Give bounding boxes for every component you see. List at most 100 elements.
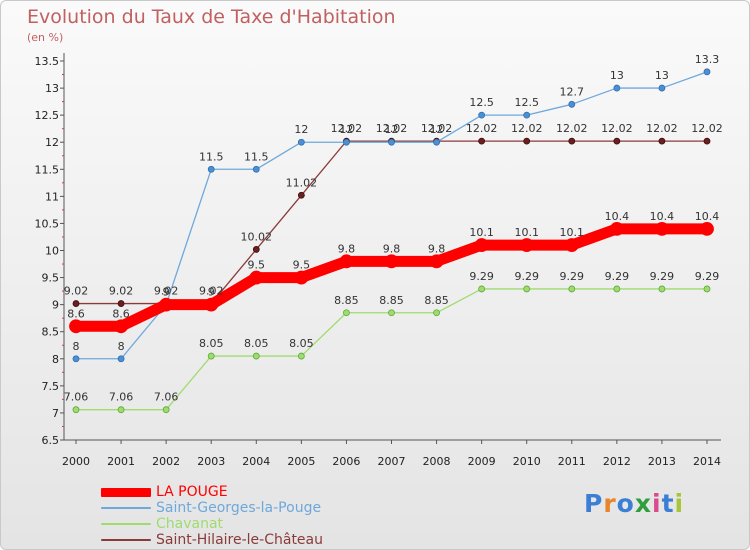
data-point-chavanat (72, 406, 80, 414)
data-label-saint-hilaire-le-chateau: 12.02 (691, 122, 723, 135)
x-tick-label: 2004 (242, 455, 270, 468)
x-tick-label: 2010 (513, 455, 541, 468)
data-point-la-pouge (294, 270, 309, 285)
logo-letter: i (674, 489, 685, 518)
data-point-saint-georges-la-pouge (613, 84, 621, 92)
data-point-chavanat (343, 309, 350, 317)
data-point-saint-georges-la-pouge (297, 138, 305, 146)
data-point-saint-georges-la-pouge (117, 355, 125, 363)
data-point-la-pouge (339, 254, 354, 269)
data-label-saint-georges-la-pouge: 11.5 (199, 150, 224, 163)
legend-swatch-saint-hilaire-le-chateau (101, 539, 151, 541)
data-point-la-pouge (655, 221, 669, 236)
data-point-chavanat (658, 285, 666, 293)
legend-label-chavanat: Chavanat (156, 516, 224, 532)
data-point-la-pouge (700, 221, 714, 236)
x-tick-label: 2002 (152, 455, 180, 468)
legend-label-saint-georges-la-pouge: Saint-Georges-la-Pouge (156, 500, 322, 516)
data-label-saint-georges-la-pouge: 13 (655, 69, 669, 82)
data-point-saint-hilaire-le-chateau (523, 137, 531, 145)
y-tick-label: 10.5 (35, 217, 60, 230)
x-tick-label: 2014 (693, 455, 721, 468)
data-label-saint-hilaire-le-chateau: 9.02 (109, 285, 134, 298)
data-point-saint-georges-la-pouge (388, 138, 395, 146)
y-tick-label: 12.5 (35, 109, 60, 122)
logo-letter: i (652, 489, 662, 518)
data-point-saint-georges-la-pouge (703, 68, 711, 76)
x-tick-label: 2005 (287, 455, 315, 468)
legend-label-saint-hilaire-le-chateau: Saint-Hilaire-le-Château (156, 532, 323, 548)
data-point-saint-hilaire-le-chateau (252, 246, 260, 253)
x-tick-label: 2007 (378, 455, 406, 468)
data-point-saint-hilaire-le-chateau (658, 137, 666, 145)
proxiti-logo: Proxiti (584, 489, 684, 518)
data-label-chavanat: 8.05 (244, 337, 269, 350)
data-label-chavanat: 8.85 (424, 294, 449, 307)
legend-swatch-chavanat (101, 523, 151, 525)
x-tick-label: 2011 (558, 455, 586, 468)
data-label-saint-hilaire-le-chateau: 10.02 (241, 230, 273, 243)
y-tick-label: 13.5 (35, 55, 60, 68)
data-point-la-pouge (519, 238, 534, 252)
data-label-saint-hilaire-le-chateau: 12.02 (466, 122, 498, 135)
data-label-saint-georges-la-pouge: 12 (430, 123, 444, 136)
data-label-chavanat: 8.85 (334, 294, 359, 307)
data-label-la-pouge: 9 (208, 286, 215, 299)
data-label-saint-georges-la-pouge: 12 (339, 123, 353, 136)
logo-letter: x (634, 489, 652, 518)
x-tick-label: 2008 (423, 455, 451, 468)
x-tick-label: 2009 (468, 455, 496, 468)
data-point-saint-georges-la-pouge (207, 165, 215, 173)
data-label-la-pouge: 9 (163, 286, 170, 299)
data-label-la-pouge: 10.1 (469, 226, 494, 239)
data-label-la-pouge: 10.4 (695, 210, 720, 223)
data-point-chavanat (703, 285, 711, 293)
data-point-saint-georges-la-pouge (433, 138, 440, 146)
data-label-saint-georges-la-pouge: 8 (73, 340, 80, 353)
data-point-chavanat (162, 406, 170, 414)
logo-letter: r (603, 489, 617, 518)
data-label-saint-georges-la-pouge: 12.7 (560, 85, 585, 98)
data-point-chavanat (252, 352, 260, 360)
data-point-chavanat (207, 352, 215, 360)
data-point-saint-georges-la-pouge (343, 138, 350, 146)
data-point-saint-georges-la-pouge (658, 84, 666, 92)
data-label-chavanat: 7.06 (64, 391, 89, 404)
data-point-chavanat (388, 309, 395, 317)
data-label-saint-hilaire-le-chateau: 12.02 (421, 122, 453, 135)
data-label-chavanat: 9.29 (650, 270, 675, 283)
data-label-saint-georges-la-pouge: 11.5 (244, 150, 269, 163)
data-label-saint-georges-la-pouge: 12 (385, 123, 399, 136)
data-point-chavanat (117, 406, 125, 414)
data-point-saint-hilaire-le-chateau (613, 137, 621, 145)
x-tick-label: 2013 (648, 455, 676, 468)
data-point-la-pouge (204, 297, 219, 312)
data-point-la-pouge (159, 297, 174, 312)
data-label-saint-hilaire-le-chateau: 9.02 (154, 285, 179, 298)
data-label-saint-hilaire-le-chateau: 12.02 (376, 122, 408, 135)
y-tick-label: 7.5 (42, 380, 60, 393)
data-label-chavanat: 9.29 (605, 270, 630, 283)
data-point-la-pouge (114, 319, 128, 334)
x-tick-label: 2003 (197, 455, 225, 468)
data-label-la-pouge: 10.1 (514, 226, 539, 239)
data-label-saint-hilaire-le-chateau: 9.02 (64, 285, 89, 298)
data-label-chavanat: 9.29 (695, 270, 720, 283)
data-label-saint-georges-la-pouge: 13.3 (695, 53, 720, 66)
chart-subtitle: (en %) (27, 31, 64, 44)
y-tick-label: 9 (52, 299, 59, 312)
logo-letter: t (661, 489, 675, 518)
data-label-saint-georges-la-pouge: 13 (610, 69, 624, 82)
x-tick-label: 2000 (62, 455, 90, 468)
data-point-chavanat (568, 285, 576, 293)
data-label-la-pouge: 10.4 (605, 210, 630, 223)
data-label-la-pouge: 9.8 (338, 242, 356, 255)
data-point-la-pouge (429, 254, 444, 269)
x-tick-label: 2001 (107, 455, 135, 468)
y-tick-label: 11.5 (35, 163, 60, 176)
data-label-chavanat: 8.05 (199, 337, 224, 350)
data-point-saint-hilaire-le-chateau (478, 137, 486, 145)
data-point-saint-georges-la-pouge (478, 111, 486, 119)
